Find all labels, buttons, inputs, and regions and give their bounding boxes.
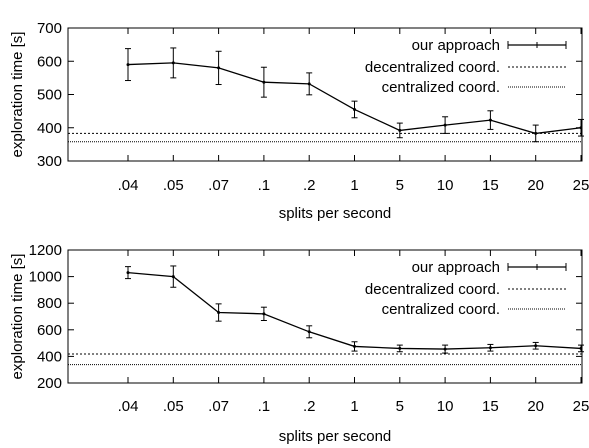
x-tick-label: 15	[482, 177, 499, 194]
x-tick-label: 1	[350, 398, 358, 415]
data-point	[262, 312, 266, 316]
y-tick-label: 800	[37, 295, 62, 312]
x-tick-label: .07	[208, 177, 229, 194]
legend-label: decentralized coord.	[365, 281, 500, 298]
y-tick-label: 300	[37, 153, 62, 170]
x-axis-label: splits per second	[279, 428, 392, 445]
data-point	[443, 347, 447, 351]
x-tick-label: 20	[527, 398, 544, 415]
x-tick-label: .2	[303, 398, 316, 415]
x-tick-label: .1	[258, 177, 271, 194]
x-tick-label: .05	[163, 398, 184, 415]
data-point	[217, 66, 221, 70]
x-tick-label: 10	[437, 177, 454, 194]
x-tick-label: 5	[396, 177, 404, 194]
legend-label: our approach	[412, 37, 500, 54]
data-point	[262, 80, 266, 84]
x-tick-label: .04	[118, 398, 139, 415]
data-point	[126, 63, 130, 67]
x-tick-label: .05	[163, 177, 184, 194]
plot-frame	[67, 27, 583, 162]
data-point	[534, 344, 538, 348]
x-tick-label: 1	[350, 177, 358, 194]
x-tick-label: .07	[208, 398, 229, 415]
data-point	[353, 107, 356, 111]
series-line-our-approach	[127, 271, 582, 350]
y-tick-label: 500	[37, 87, 62, 104]
plot-frame	[67, 249, 583, 384]
data-point	[488, 118, 492, 122]
data-point	[171, 275, 175, 279]
y-tick-label: 600	[37, 322, 62, 339]
y-tick-label: 1200	[29, 242, 62, 259]
x-tick-label: .2	[303, 177, 316, 194]
data-point	[217, 311, 221, 315]
data-point	[488, 346, 492, 350]
y-tick-label: 1000	[29, 269, 62, 286]
legend-label: our approach	[412, 259, 500, 276]
data-point	[307, 330, 311, 334]
x-axis-label: splits per second	[279, 205, 392, 222]
data-point	[398, 128, 402, 132]
x-tick-label: 20	[527, 177, 544, 194]
data-point	[171, 61, 175, 65]
y-axis-label: exploration time [s]	[9, 32, 26, 158]
legend: our approach decentralized coord. centrali…	[365, 259, 567, 318]
x-tick-label: 25	[573, 398, 589, 415]
data-point	[579, 126, 583, 130]
series-line-our-approach	[127, 62, 582, 135]
y-tick-label: 600	[37, 53, 62, 70]
x-tick-label: .04	[118, 177, 139, 194]
data-point	[353, 344, 356, 348]
legend-label: centralized coord.	[382, 301, 500, 318]
x-tick-label: .1	[258, 398, 271, 415]
data-point	[307, 82, 311, 86]
legend-label: centralized coord.	[382, 79, 500, 96]
data-point	[443, 123, 447, 127]
x-tick-label: 10	[437, 398, 454, 415]
data-point	[534, 131, 538, 135]
y-tick-label: 700	[37, 20, 62, 37]
data-point	[579, 346, 583, 350]
data-point	[398, 346, 402, 350]
y-tick-label: 400	[37, 348, 62, 365]
x-tick-label: 5	[396, 398, 404, 415]
legend: our approach decentralized coord. centrali…	[365, 37, 567, 96]
y-tick-label: 200	[37, 375, 62, 392]
data-point	[126, 271, 130, 275]
legend-label: decentralized coord.	[365, 59, 500, 76]
y-axis-label: exploration time [s]	[9, 254, 26, 380]
x-tick-label: 25	[573, 177, 589, 194]
x-tick-label: 15	[482, 398, 499, 415]
y-tick-label: 400	[37, 120, 62, 137]
